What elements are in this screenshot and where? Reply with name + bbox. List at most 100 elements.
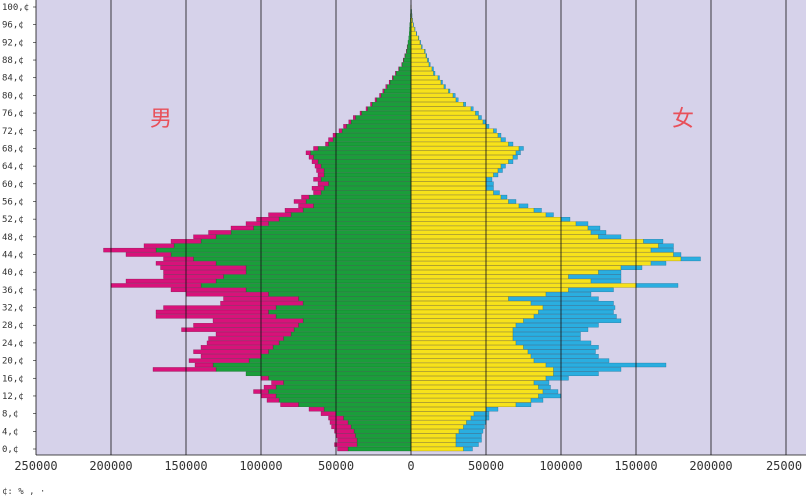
bar-male-excess-age-22 (193, 349, 269, 354)
bar-male-excess-age-68 (313, 146, 319, 151)
bar-male-excess-age-1 (334, 442, 358, 447)
y-tick-label-100: 100,¢ (2, 3, 29, 13)
y-tick-label-48: 48,¢ (2, 233, 24, 243)
bar-female-excess-age-6 (466, 420, 487, 425)
bar-male-age-92 (407, 40, 412, 45)
bar-female-age-30 (410, 314, 535, 319)
bar-male-age-50 (253, 225, 412, 231)
bar-male-excess-age-49 (208, 230, 232, 235)
bar-female-excess-age-70 (500, 137, 506, 142)
bar-male-age-13 (268, 389, 412, 394)
y-tick-label-4: 4,¢ (2, 427, 18, 437)
bar-male-excess-age-52 (256, 217, 280, 222)
y-tick-label-0: 0,¢ (2, 445, 18, 455)
bar-female-age-15 (410, 380, 535, 385)
bar-male-excess-age-63 (316, 168, 325, 173)
bar-female-excess-age-53 (545, 212, 554, 217)
y-tick-label-28: 28,¢ (2, 321, 24, 331)
bar-male-age-15 (283, 380, 412, 385)
bar-female-age-33 (410, 300, 532, 306)
bar-male-age-31 (268, 309, 412, 315)
bar-male-age-4 (353, 429, 412, 434)
bar-male-age-63 (323, 168, 412, 173)
bar-female-age-10 (410, 402, 517, 407)
x-tick-label-2: 150000 (164, 459, 207, 473)
x-tick-label-4: 50000 (318, 459, 354, 473)
bar-male-age-61 (320, 177, 412, 182)
bar-male-age-37 (200, 283, 412, 288)
bar-female-excess-age-14 (538, 384, 551, 390)
bar-female-age-54 (410, 208, 535, 213)
bar-female-age-75 (410, 115, 479, 120)
bar-female-excess-age-9 (485, 407, 499, 412)
bar-male-age-19 (212, 362, 412, 368)
bar-male-excess-age-76 (359, 110, 362, 116)
bar-male-age-64 (320, 163, 412, 169)
bar-male-excess-age-74 (348, 119, 352, 125)
bar-male-age-52 (278, 217, 412, 222)
bar-female-excess-age-66 (512, 155, 518, 160)
x-tick-label-0: 250000 (14, 459, 57, 473)
bar-male-age-53 (290, 212, 412, 217)
bar-male-excess-age-38 (125, 278, 217, 284)
bar-male-excess-age-79 (374, 97, 377, 102)
bar-male-age-49 (230, 230, 412, 235)
bar-female-excess-age-59 (485, 186, 494, 191)
bar-female-excess-age-72 (493, 128, 497, 133)
bar-male-excess-age-55 (298, 203, 314, 209)
bar-female-age-26 (410, 331, 514, 337)
bar-female-excess-age-75 (478, 115, 482, 120)
bar-female-excess-age-88 (427, 57, 429, 63)
bar-male-age-72 (341, 128, 412, 133)
bar-female-age-65 (410, 159, 509, 164)
bar-male-excess-age-82 (385, 84, 388, 89)
bar-male-excess-age-81 (382, 88, 385, 94)
bar-female-excess-age-47 (643, 239, 664, 244)
bar-female-excess-age-68 (518, 146, 524, 151)
bar-male-excess-age-44 (125, 252, 172, 257)
bar-male-age-79 (376, 97, 412, 102)
bar-female-excess-age-29 (523, 318, 622, 323)
bar-female-excess-age-85 (433, 71, 436, 76)
bar-female-excess-age-18 (553, 367, 622, 372)
x-tick-label-9: 200000 (689, 459, 732, 473)
bar-male-age-35 (268, 292, 412, 297)
bar-female-age-49 (410, 230, 592, 235)
bar-male-excess-age-58 (313, 190, 322, 195)
bar-female-age-59 (410, 186, 487, 191)
bar-male-excess-age-85 (395, 71, 397, 76)
bar-male-excess-age-29 (212, 318, 304, 323)
bar-male-age-33 (302, 300, 412, 306)
bar-female-age-16 (410, 376, 547, 381)
bar-male-excess-age-59 (311, 186, 325, 191)
bar-female-age-57 (410, 194, 502, 200)
y-tick-label-32: 32,¢ (2, 304, 24, 314)
bar-male-excess-age-25 (208, 336, 284, 341)
bar-female-excess-age-51 (575, 221, 589, 226)
bar-male-age-86 (398, 66, 412, 72)
bar-male-excess-age-10 (280, 402, 299, 407)
bar-female-age-41 (410, 265, 622, 270)
bar-female-age-63 (410, 168, 499, 173)
bar-male-age-7 (343, 415, 412, 421)
bar-male-excess-age-23 (200, 345, 274, 350)
bar-female-excess-age-27 (512, 327, 589, 332)
bar-female-age-32 (410, 305, 544, 310)
y-tick-label-76: 76,¢ (2, 109, 24, 119)
bar-male-age-71 (335, 133, 412, 138)
bar-female-excess-age-41 (620, 265, 643, 270)
bar-female-excess-age-42 (650, 261, 667, 266)
bar-male-excess-age-61 (313, 177, 322, 182)
bar-male-excess-age-5 (331, 424, 352, 430)
bar-female-age-53 (410, 212, 547, 217)
y-tick-label-52: 52,¢ (2, 215, 24, 225)
x-tick-label-7: 100000 (539, 459, 582, 473)
bar-female-age-67 (410, 150, 517, 156)
bar-female-age-85 (410, 71, 434, 76)
bar-female-age-64 (410, 163, 502, 169)
bar-female-excess-age-33 (530, 300, 614, 306)
bar-male-excess-age-6 (329, 420, 349, 425)
bar-male-excess-age-36 (170, 287, 247, 293)
bar-female-excess-age-43 (680, 256, 701, 262)
bar-female-excess-age-90 (424, 49, 426, 54)
